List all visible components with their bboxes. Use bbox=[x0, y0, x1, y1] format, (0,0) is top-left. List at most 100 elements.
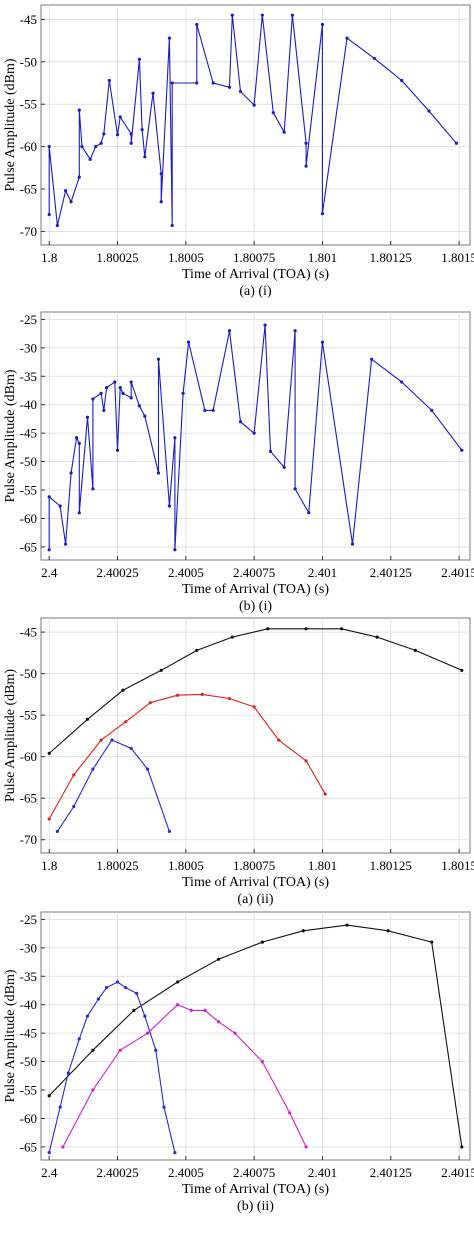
data-point bbox=[129, 396, 133, 400]
data-point bbox=[181, 391, 185, 395]
data-point bbox=[47, 495, 51, 499]
data-point bbox=[99, 391, 103, 395]
x-tick-label: 1.801 bbox=[308, 858, 337, 873]
data-point bbox=[430, 940, 434, 944]
data-point bbox=[430, 408, 434, 413]
y-tick-label: -50 bbox=[20, 666, 37, 681]
data-point bbox=[159, 172, 163, 176]
data-point bbox=[252, 103, 256, 107]
data-point bbox=[320, 22, 325, 27]
data-point bbox=[203, 1008, 207, 1013]
data-point bbox=[91, 1048, 95, 1052]
data-point bbox=[55, 829, 59, 834]
panel-caption: (a) (ii) bbox=[237, 892, 273, 907]
data-point bbox=[227, 329, 232, 333]
data-point bbox=[115, 980, 120, 984]
y-tick-label: -60 bbox=[20, 511, 37, 526]
y-axis-label: Pulse Amplitude (dBm) bbox=[3, 969, 18, 1102]
data-point bbox=[195, 22, 199, 27]
data-point bbox=[167, 504, 172, 508]
data-point bbox=[118, 386, 122, 390]
data-point bbox=[170, 223, 174, 228]
data-point bbox=[167, 829, 172, 834]
data-point bbox=[77, 108, 81, 112]
x-tick-label: 2.4015 bbox=[441, 565, 474, 580]
data-point bbox=[159, 668, 163, 672]
y-tick-label: -65 bbox=[20, 182, 37, 197]
data-point bbox=[47, 817, 51, 821]
data-point bbox=[77, 1037, 81, 1041]
data-point bbox=[124, 986, 128, 990]
data-point bbox=[350, 542, 355, 546]
data-point bbox=[61, 1145, 65, 1149]
data-point bbox=[124, 720, 128, 724]
data-point bbox=[230, 13, 234, 17]
y-tick-label: -40 bbox=[20, 997, 37, 1012]
x-tick-label: 2.4005 bbox=[168, 565, 204, 580]
data-point bbox=[400, 380, 404, 384]
x-tick-label: 1.80025 bbox=[96, 858, 138, 873]
data-point bbox=[143, 1014, 147, 1018]
data-point bbox=[454, 141, 458, 145]
x-tick-label: 2.4 bbox=[41, 1165, 58, 1180]
data-point bbox=[370, 357, 374, 361]
data-point bbox=[148, 701, 152, 705]
y-tick-label: -30 bbox=[20, 340, 37, 355]
data-point bbox=[189, 1008, 193, 1013]
data-point bbox=[211, 81, 215, 85]
data-point bbox=[211, 408, 215, 413]
data-point bbox=[282, 130, 286, 134]
data-point bbox=[238, 420, 243, 424]
data-point bbox=[320, 340, 325, 344]
x-tick-label: 2.401 bbox=[308, 1165, 337, 1180]
y-tick-label: -25 bbox=[20, 312, 37, 327]
data-point bbox=[143, 155, 147, 159]
data-point bbox=[260, 1059, 264, 1064]
chart-panel-2: 2.4 2.40025 2.4005 2.40075 2.401 2.40125 2.401… bbox=[3, 311, 474, 614]
data-point bbox=[137, 57, 141, 61]
data-point bbox=[102, 132, 106, 136]
data-point bbox=[159, 200, 163, 204]
y-tick-label: -65 bbox=[20, 1139, 37, 1154]
y-tick-label: -50 bbox=[20, 454, 37, 469]
y-tick-label: -45 bbox=[20, 426, 37, 441]
data-point bbox=[66, 1071, 70, 1075]
data-point bbox=[176, 693, 180, 697]
data-point bbox=[74, 436, 79, 440]
data-point bbox=[301, 929, 305, 933]
chart-panel-4: 2.4 2.40025 2.4005 2.40075 2.401 2.40125 2.401… bbox=[3, 911, 474, 1214]
x-tick-label: 1.8005 bbox=[168, 858, 204, 873]
y-tick-label: -60 bbox=[20, 139, 37, 154]
data-point bbox=[217, 1020, 221, 1024]
data-point bbox=[320, 212, 325, 216]
data-point bbox=[77, 511, 81, 515]
chart-panel-1: 1.8 1.80025 1.8005 1.80075 1.801 1.80125 1.801… bbox=[3, 4, 474, 299]
data-point bbox=[129, 141, 133, 145]
data-point bbox=[227, 696, 232, 701]
x-tick-label: 2.4015 bbox=[441, 1165, 474, 1180]
x-tick-label: 2.40125 bbox=[370, 565, 412, 580]
x-tick-label: 2.4 bbox=[41, 565, 58, 580]
data-point bbox=[227, 85, 232, 89]
y-tick-label: -45 bbox=[20, 625, 37, 640]
y-tick-label: -60 bbox=[20, 749, 37, 764]
plot-area bbox=[40, 617, 471, 854]
y-tick-label: -65 bbox=[20, 791, 37, 806]
data-point bbox=[72, 773, 76, 777]
data-point bbox=[63, 542, 68, 546]
data-point bbox=[47, 212, 51, 217]
data-point bbox=[113, 380, 117, 384]
y-axis-label: Pulse Amplitude (dBm) bbox=[3, 669, 18, 802]
x-tick-label: 2.40025 bbox=[96, 1165, 138, 1180]
data-point bbox=[47, 1151, 51, 1155]
x-tick-label: 2.40075 bbox=[233, 1165, 275, 1180]
data-point bbox=[162, 1105, 166, 1109]
data-point bbox=[85, 717, 90, 721]
data-point bbox=[99, 738, 103, 742]
y-tick-label: -25 bbox=[20, 912, 37, 927]
data-point bbox=[121, 391, 125, 395]
data-point bbox=[143, 414, 147, 418]
data-point bbox=[173, 436, 177, 440]
data-point bbox=[121, 688, 125, 692]
